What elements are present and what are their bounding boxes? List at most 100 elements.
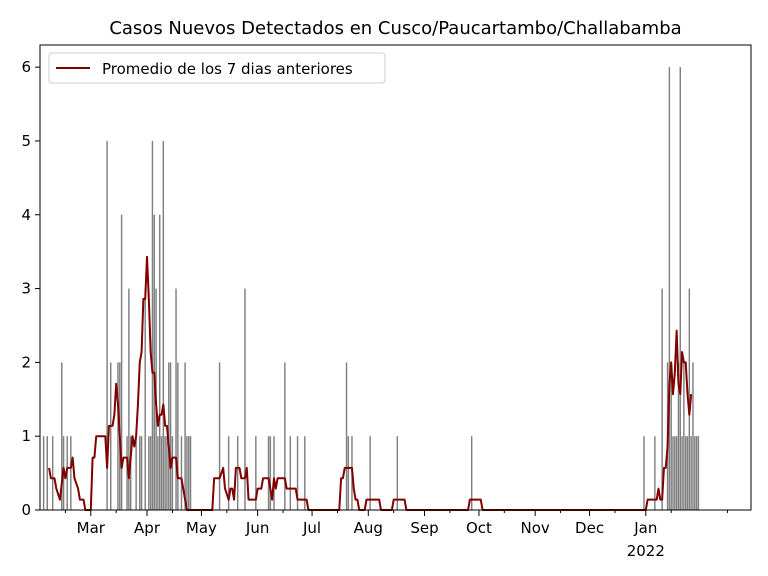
chart-title: Casos Nuevos Detectados en Cusco/Paucart… (109, 18, 681, 39)
bar (681, 436, 683, 510)
bar (672, 436, 674, 510)
bar (177, 362, 179, 510)
bar (470, 436, 473, 510)
bar (677, 362, 680, 510)
bar (347, 436, 350, 510)
x-tick-label: Mar (77, 519, 106, 537)
bar (284, 362, 286, 510)
bar (162, 140, 165, 510)
bar (244, 288, 246, 510)
y-tick-label: 2 (21, 353, 31, 371)
bar (218, 362, 221, 510)
bar (70, 436, 72, 510)
x-tick-label: Apr (134, 519, 161, 537)
bar (369, 436, 371, 510)
bar (175, 288, 177, 510)
bar (117, 362, 119, 510)
bar (674, 436, 676, 510)
bar (144, 288, 146, 510)
x-tick-label: Oct (466, 519, 492, 537)
bar (189, 436, 192, 510)
bar (186, 436, 188, 510)
bar (157, 436, 159, 510)
bar (694, 436, 696, 510)
bar (675, 436, 678, 510)
bar (51, 436, 54, 510)
x-tick-label: Nov (521, 519, 550, 537)
bar (164, 436, 166, 510)
bar (139, 436, 141, 510)
bar (126, 436, 128, 510)
y-tick-label: 1 (21, 427, 31, 445)
y-tick-label: 4 (21, 206, 31, 224)
bar (273, 436, 275, 510)
bar (697, 436, 700, 510)
bar (236, 436, 239, 510)
bar (120, 214, 123, 510)
bar (61, 362, 63, 510)
bar (110, 362, 112, 510)
y-tick-label: 0 (21, 501, 31, 519)
bar (695, 436, 698, 510)
legend-label: Promedio de los 7 dias anteriores (102, 60, 353, 78)
bar (160, 436, 163, 510)
bar (158, 214, 161, 510)
x-tick-label: Jul (302, 519, 321, 537)
bar (169, 362, 172, 510)
bar (46, 436, 48, 510)
bar (153, 214, 155, 510)
bar (670, 362, 672, 510)
y-tick-label: 6 (21, 58, 31, 76)
bars-layer (42, 67, 700, 510)
bar (180, 436, 183, 510)
x-tick-label: Jun (245, 519, 269, 537)
bar (166, 436, 168, 510)
bar (668, 67, 671, 510)
bar (129, 436, 132, 510)
bar (128, 288, 130, 510)
legend: Promedio de los 7 dias anteriores (48, 52, 386, 84)
y-tick-label: 3 (21, 280, 31, 298)
bar (643, 436, 645, 510)
bar (255, 436, 257, 510)
bar (267, 436, 270, 510)
average-line (48, 255, 693, 511)
x-tick-label: Jan (633, 519, 657, 537)
bar (227, 436, 230, 510)
bar (661, 288, 663, 510)
bar (304, 436, 306, 510)
bar (345, 362, 348, 510)
bar (135, 436, 137, 510)
bar (683, 362, 685, 510)
x-tick-label: Aug (354, 519, 383, 537)
x-tick-label: May (186, 519, 217, 537)
axes-frame (39, 44, 752, 511)
x-tick-year-label: 2022 (627, 542, 665, 560)
bar (188, 436, 190, 510)
bar (140, 436, 143, 510)
bar (690, 436, 692, 510)
bar (289, 436, 292, 510)
bar (686, 436, 689, 510)
y-tick-label: 5 (21, 132, 31, 150)
bar (149, 436, 152, 510)
bar (106, 140, 108, 510)
bar (151, 140, 154, 510)
bar (396, 436, 399, 510)
bar (296, 436, 299, 510)
bar (692, 362, 694, 510)
bar (184, 362, 186, 510)
x-tick-label: Dec (575, 519, 604, 537)
line-layer (48, 255, 693, 511)
bar (688, 288, 691, 510)
legend-box (48, 52, 386, 84)
bar (148, 436, 150, 510)
bar (654, 436, 656, 510)
x-tick-label: Sep (410, 519, 438, 537)
bar (684, 436, 687, 510)
bar (269, 436, 272, 510)
bar (171, 436, 174, 510)
bar (679, 67, 681, 510)
bar (42, 436, 45, 510)
